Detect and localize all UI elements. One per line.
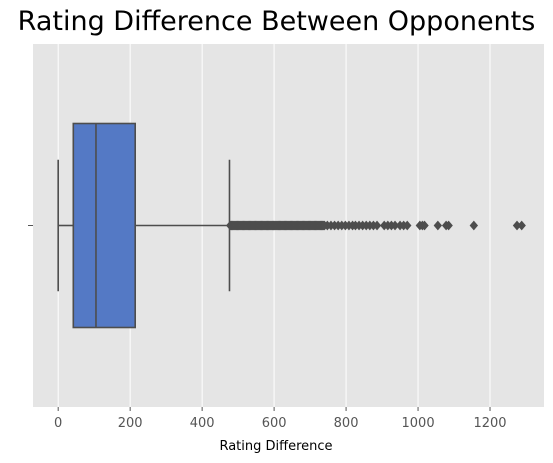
x-tick-label: 1000 <box>402 416 435 431</box>
outlier-point <box>444 220 453 231</box>
outlier-point <box>469 220 479 231</box>
x-tick-label: 600 <box>262 416 287 431</box>
outlier-point <box>403 220 412 231</box>
x-axis-label: Rating Difference <box>219 439 332 454</box>
x-tick-label: 0 <box>54 416 62 431</box>
x-tick-label: 800 <box>334 416 359 431</box>
outlier-point <box>433 220 443 231</box>
x-tick-label: 1200 <box>473 416 506 431</box>
x-tick-label: 400 <box>190 416 215 431</box>
x-tick-label: 200 <box>118 416 143 431</box>
outliers <box>226 220 526 231</box>
x-ticks: 0 200 400 600 800 1000 1200 <box>54 407 507 431</box>
chart-title: Rating Difference Between Opponents <box>17 6 536 37</box>
outlier-point <box>372 220 382 231</box>
outlier-point <box>390 220 400 231</box>
outlier-point <box>512 220 522 231</box>
outlier-point <box>420 220 429 231</box>
outlier-point <box>517 220 526 231</box>
box-group <box>57 122 231 329</box>
iqr-box <box>72 122 136 329</box>
